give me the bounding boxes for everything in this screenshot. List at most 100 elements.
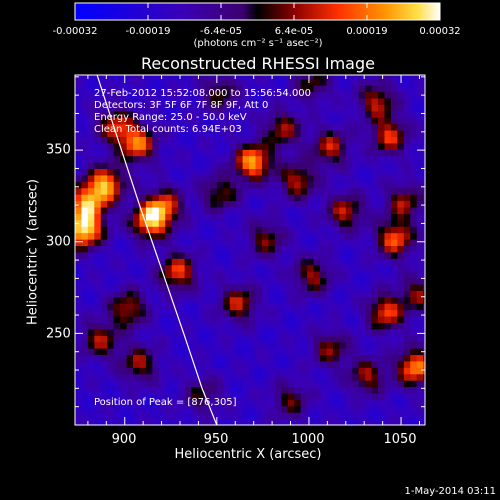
heatmap-cell — [274, 399, 282, 407]
heatmap-cell — [171, 174, 179, 182]
heatmap-cell — [178, 373, 186, 381]
heatmap-cell — [313, 245, 321, 253]
heatmap-cell — [165, 348, 173, 356]
heatmap-cell — [287, 412, 295, 420]
heatmap-cell — [358, 354, 366, 362]
heatmap-cell — [345, 162, 353, 170]
heatmap-cell — [294, 328, 302, 336]
heatmap-cell — [152, 328, 160, 336]
heatmap-cell — [397, 85, 405, 93]
heatmap-cell — [403, 232, 411, 240]
heatmap-cell — [171, 277, 179, 285]
heatmap-cell — [339, 392, 347, 400]
heatmap-cell — [216, 194, 224, 202]
heatmap-cell — [133, 251, 141, 259]
heatmap-cell — [236, 418, 244, 425]
heatmap-cell — [158, 328, 166, 336]
heatmap-cell — [371, 251, 379, 259]
heatmap-cell — [358, 303, 366, 311]
heatmap-cell — [268, 405, 276, 413]
heatmap-cell — [371, 142, 379, 150]
heatmap-cell — [191, 271, 199, 279]
heatmap-cell — [107, 283, 115, 291]
heatmap-cell — [94, 258, 102, 266]
heatmap-cell — [197, 200, 205, 208]
heatmap-cell — [410, 360, 418, 368]
heatmap-cell — [87, 85, 95, 93]
heatmap-cell — [339, 360, 347, 368]
heatmap-cell — [261, 290, 270, 298]
heatmap-cell — [126, 155, 134, 163]
heatmap-cell — [261, 123, 270, 131]
axis-ticks — [74, 3, 441, 425]
heatmap-cell — [281, 271, 289, 279]
heatmap-cell — [397, 117, 405, 125]
heatmap-cell — [94, 412, 102, 420]
heatmap-cell — [378, 277, 386, 285]
y-tick-label: 250 — [46, 326, 71, 342]
heatmap-cell — [152, 245, 160, 253]
heatmap-cell — [120, 251, 128, 259]
heatmap-cell — [216, 219, 224, 227]
heatmap-cell — [261, 78, 270, 86]
heatmap-cell — [184, 251, 192, 259]
heatmap-cell — [326, 194, 334, 202]
heatmap-cell — [139, 341, 147, 349]
heatmap-cell — [236, 232, 244, 240]
heatmap-cell — [332, 75, 340, 80]
heatmap-cell — [120, 328, 128, 336]
heatmap-cell — [152, 290, 160, 298]
heatmap-cell — [365, 104, 373, 112]
heatmap-cell — [339, 373, 347, 381]
heatmap-cell — [371, 110, 379, 118]
heatmap-cell — [87, 335, 95, 343]
heatmap-cell — [268, 264, 276, 272]
heatmap-cell — [307, 97, 315, 105]
heatmap-cell — [326, 418, 334, 425]
heatmap-cell — [203, 142, 211, 150]
heatmap-cell — [113, 85, 121, 93]
heatmap-cell — [384, 206, 392, 214]
heatmap-cell — [397, 258, 405, 266]
heatmap-cell — [75, 142, 83, 150]
heatmap-cell — [158, 322, 166, 330]
heatmap-cell — [165, 380, 173, 388]
heatmap-cell — [145, 264, 153, 272]
heatmap-cell — [184, 258, 192, 266]
heatmap-cell — [371, 97, 379, 105]
heatmap-cell — [165, 162, 173, 170]
heatmap-cell — [152, 303, 160, 311]
heatmap-cell — [403, 123, 411, 131]
heatmap-cell — [281, 97, 289, 105]
heatmap-cell — [326, 187, 334, 195]
heatmap-cell — [294, 303, 302, 311]
heatmap-cell — [133, 129, 141, 137]
heatmap-cell — [81, 162, 89, 170]
heatmap-cell — [197, 309, 205, 317]
heatmap-cell — [397, 219, 405, 227]
heatmap-cell — [120, 322, 128, 330]
heatmap — [75, 75, 425, 425]
heatmap-cell — [223, 251, 231, 259]
heatmap-cell — [165, 245, 173, 253]
heatmap-cell — [165, 85, 173, 93]
heatmap-cell — [403, 194, 411, 202]
heatmap-cell — [332, 85, 340, 93]
heatmap-cell — [210, 251, 218, 259]
heatmap-cell — [197, 348, 205, 356]
heatmap-cell — [229, 303, 237, 311]
heatmap-cell — [223, 399, 231, 407]
heatmap-cell — [274, 226, 282, 234]
heatmap-cell — [75, 296, 83, 304]
heatmap-cell — [358, 110, 366, 118]
heatmap-cell — [371, 174, 379, 182]
heatmap-cell — [107, 75, 115, 80]
heatmap-cell — [345, 200, 353, 208]
heatmap-cell — [171, 290, 179, 298]
heatmap-cell — [384, 290, 392, 298]
heatmap-cell — [249, 290, 257, 298]
heatmap-cell — [191, 296, 199, 304]
heatmap-cell — [307, 405, 315, 413]
heatmap-cell — [274, 85, 282, 93]
heatmap-cell — [365, 245, 373, 253]
